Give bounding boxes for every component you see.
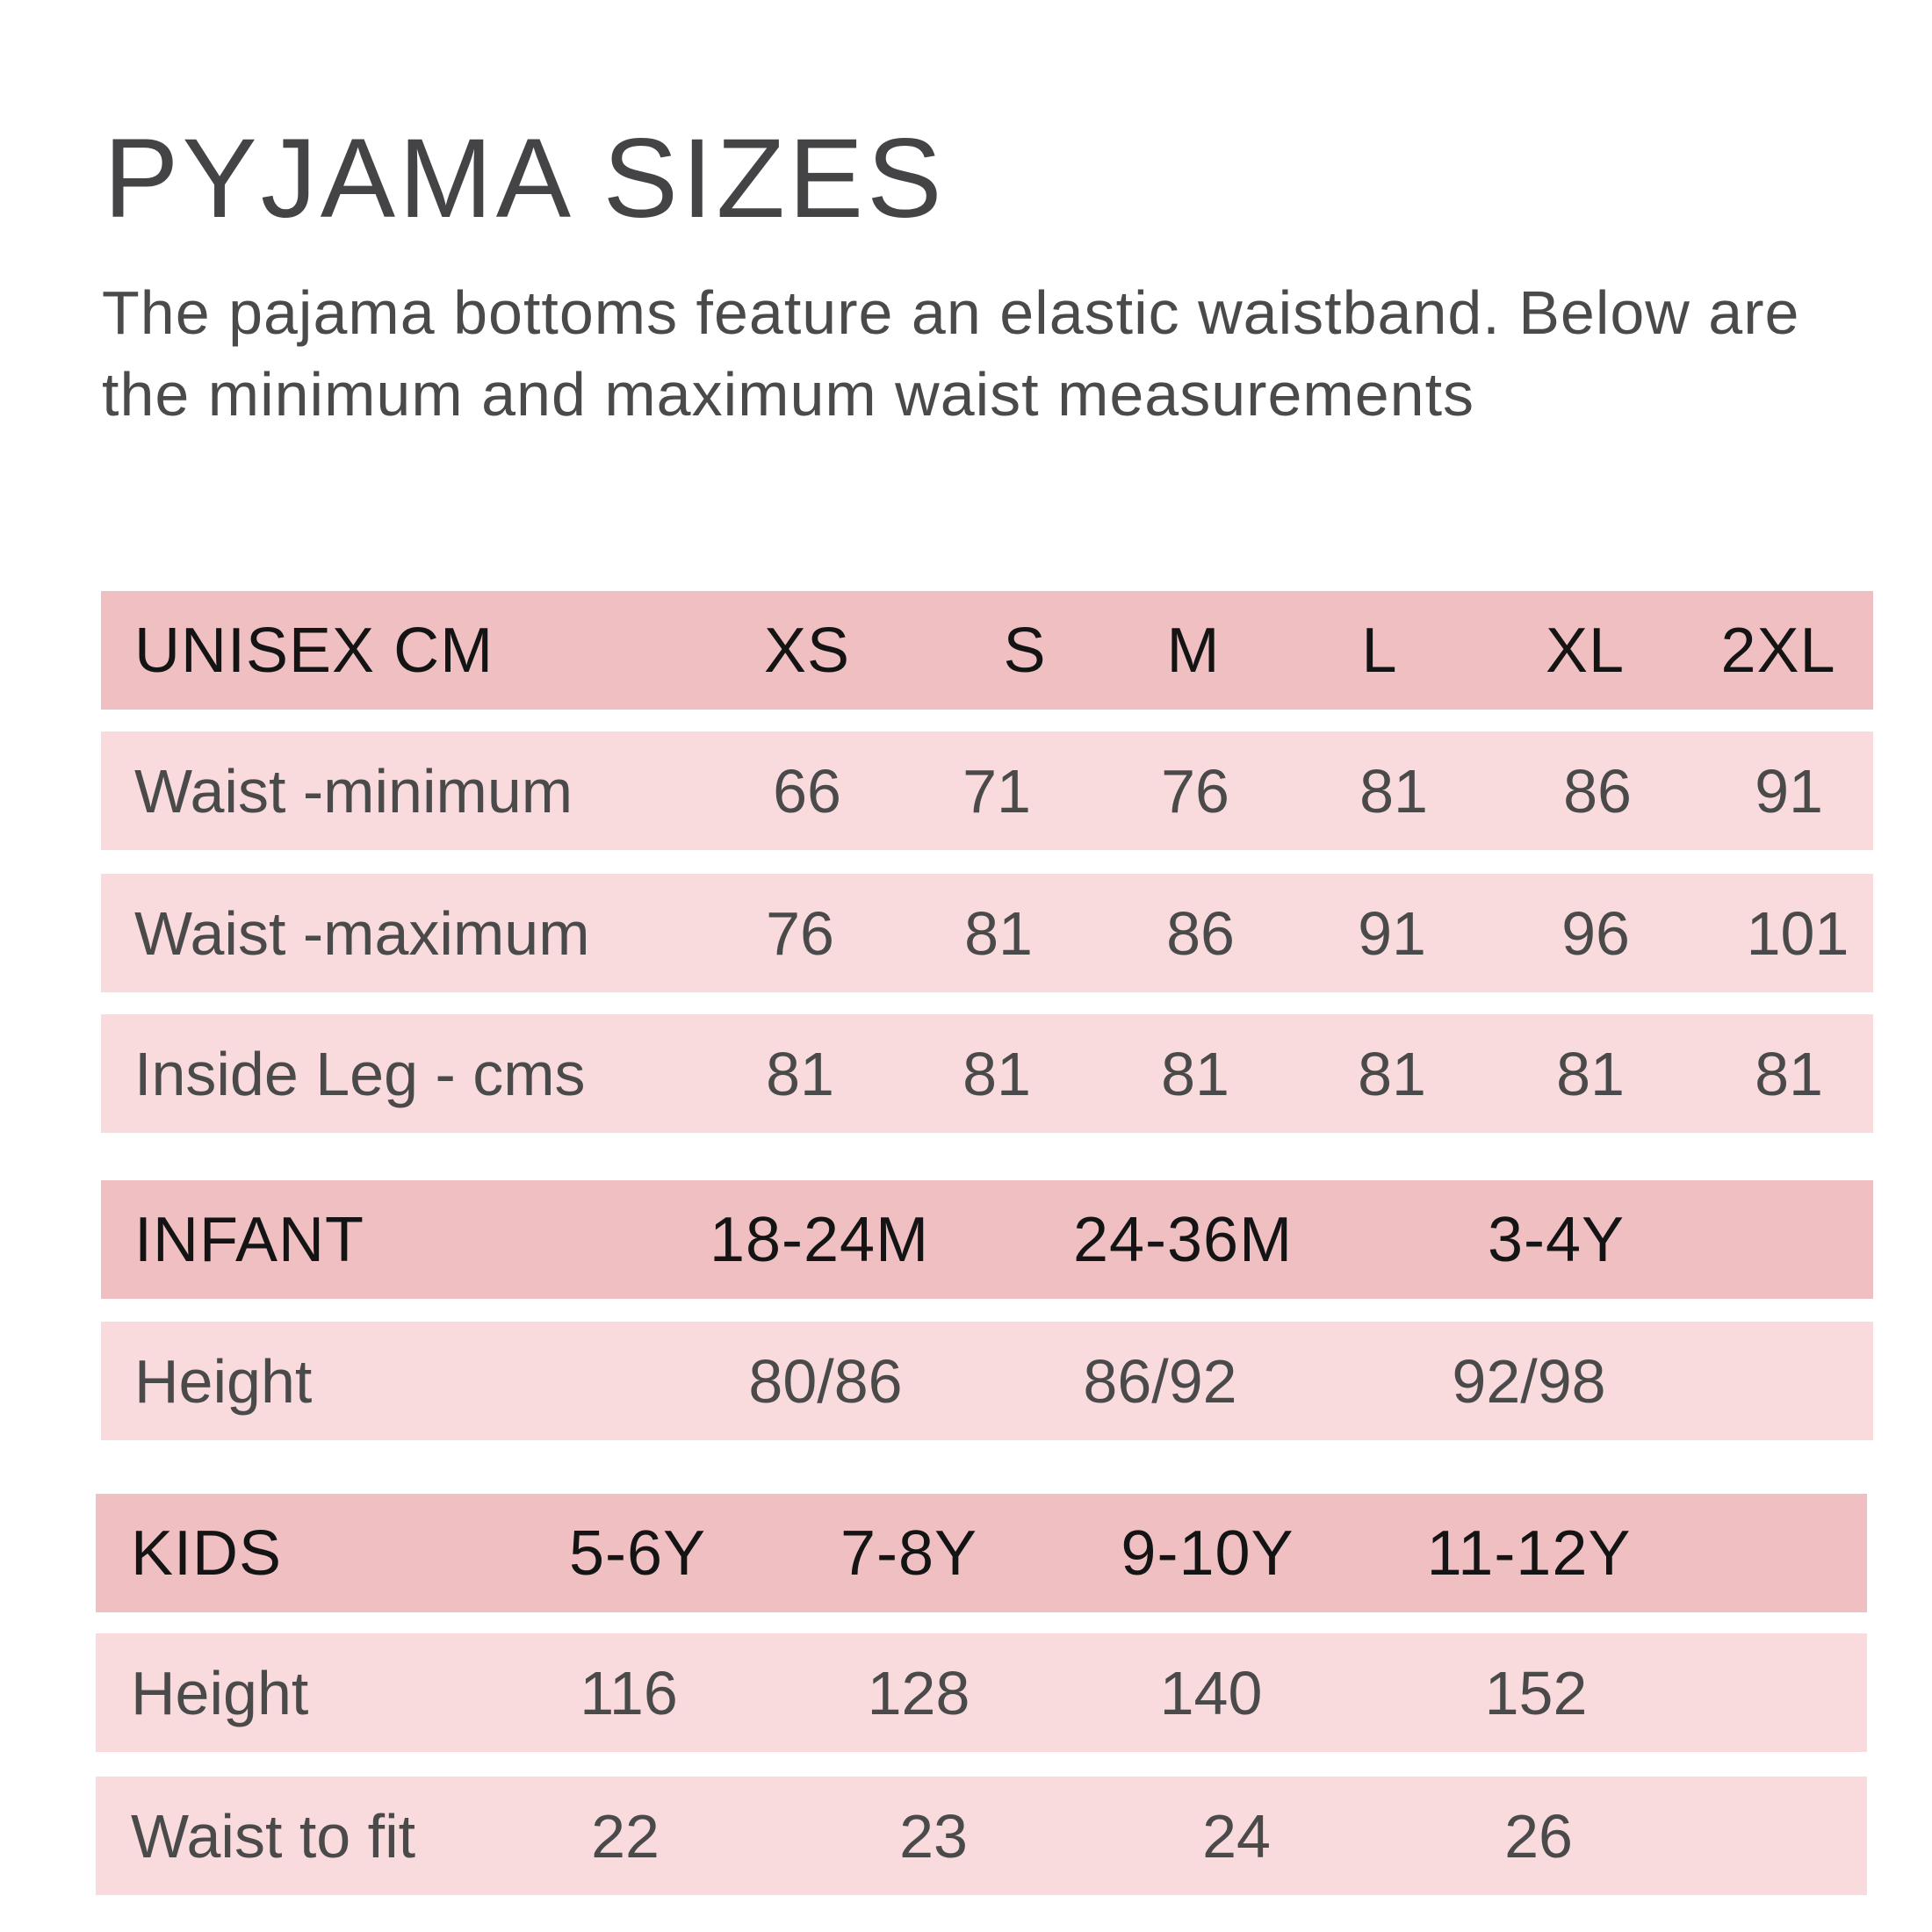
size-3-4y: 3-4Y	[1487, 1204, 1626, 1275]
cell: 86	[1563, 756, 1632, 825]
size-s: S	[1003, 615, 1047, 686]
size-7-8y: 7-8Y	[840, 1517, 978, 1589]
cell: 22	[591, 1801, 660, 1871]
size-11-12y: 11-12Y	[1426, 1517, 1632, 1589]
row-label: Waist -maximum	[134, 898, 590, 968]
cell: 81	[964, 898, 1033, 968]
cell: 152	[1484, 1658, 1588, 1727]
table-row: Height 116 128 140 152	[96, 1633, 1867, 1752]
table-row: Height 80/86 86/92 92/98	[101, 1322, 1873, 1440]
cell: 92/98	[1452, 1346, 1606, 1416]
row-label: Height	[134, 1346, 313, 1416]
row-label: Inside Leg - cms	[134, 1039, 586, 1108]
unisex-header-row: UNISEX CM XS S M L XL 2XL	[101, 591, 1873, 710]
cell: 80/86	[748, 1346, 903, 1416]
row-label: Waist -minimum	[134, 756, 573, 825]
table-row: Waist to fit 22 23 24 26	[96, 1777, 1867, 1895]
size-2xl: 2XL	[1720, 615, 1836, 686]
cell: 26	[1504, 1801, 1573, 1871]
row-label: Waist to fit	[131, 1801, 416, 1871]
cell: 140	[1159, 1658, 1263, 1727]
cell: 71	[962, 756, 1031, 825]
cell: 91	[1358, 898, 1426, 968]
cell: 81	[1755, 1039, 1823, 1108]
size-5-6y: 5-6Y	[568, 1517, 707, 1589]
cell: 81	[1556, 1039, 1625, 1108]
size-xs: XS	[763, 615, 851, 686]
cell: 86/92	[1083, 1346, 1237, 1416]
cell: 81	[962, 1039, 1031, 1108]
table-row: Waist -maximum 76 81 86 91 96 101	[101, 874, 1873, 992]
cell: 81	[1161, 1039, 1229, 1108]
cell: 76	[1161, 756, 1229, 825]
cell: 91	[1755, 756, 1823, 825]
row-label: Height	[131, 1658, 309, 1727]
unisex-header-label: UNISEX CM	[134, 615, 494, 686]
cell: 76	[766, 898, 834, 968]
cell: 23	[899, 1801, 968, 1871]
cell: 116	[580, 1658, 678, 1727]
size-18-24m: 18-24M	[709, 1204, 930, 1275]
cell: 81	[1359, 756, 1428, 825]
size-9-10y: 9-10Y	[1121, 1517, 1294, 1589]
size-xl: XL	[1545, 615, 1626, 686]
cell: 86	[1166, 898, 1235, 968]
table-row: Inside Leg - cms 81 81 81 81 81 81	[101, 1014, 1873, 1133]
cell: 128	[867, 1658, 970, 1727]
cell: 81	[1358, 1039, 1426, 1108]
cell: 81	[766, 1039, 834, 1108]
cell: 101	[1746, 898, 1849, 968]
size-m: M	[1166, 615, 1221, 686]
page-subtitle: The pajama bottoms feature an elastic wa…	[102, 278, 1800, 429]
kids-header-label: KIDS	[131, 1517, 283, 1589]
infant-header-row: INFANT 18-24M 24-36M 3-4Y	[101, 1180, 1873, 1299]
page-title: PYJAMA SIZES	[104, 116, 946, 242]
cell: 66	[773, 756, 841, 825]
kids-header-row: KIDS 5-6Y 7-8Y 9-10Y 11-12Y	[96, 1494, 1867, 1612]
table-row: Waist -minimum 66 71 76 81 86 91	[101, 732, 1873, 850]
size-l: L	[1361, 615, 1398, 686]
size-24-36m: 24-36M	[1072, 1204, 1294, 1275]
cell: 24	[1202, 1801, 1271, 1871]
infant-header-label: INFANT	[134, 1204, 365, 1275]
cell: 96	[1561, 898, 1630, 968]
